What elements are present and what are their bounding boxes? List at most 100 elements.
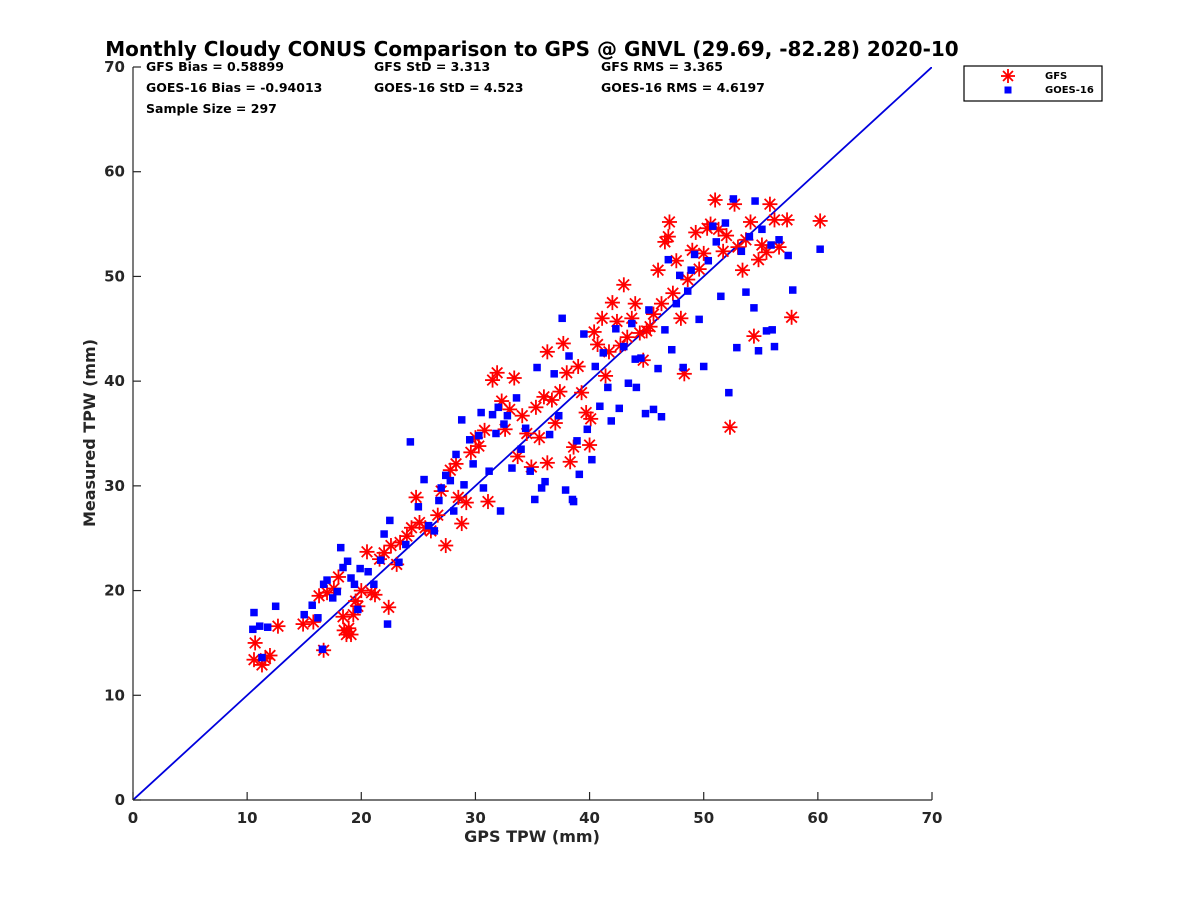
goes16-point (449, 507, 458, 515)
asterisk-stroke (681, 273, 694, 286)
asterisk-stroke (655, 297, 668, 310)
goes16-point (596, 402, 604, 411)
gfs-point (653, 296, 669, 312)
asterisk-stroke (572, 360, 585, 373)
gfs-point (381, 599, 397, 615)
goes16-point (475, 431, 483, 440)
goes16-point (503, 411, 512, 420)
goes16-point (500, 420, 508, 428)
asterisk-stroke (686, 244, 699, 257)
goes16-point (784, 251, 792, 260)
goes16-point (537, 484, 546, 492)
goes16-point (679, 363, 687, 372)
goes16-point (533, 363, 541, 372)
goes16-point (612, 325, 620, 333)
asterisk-stroke (361, 545, 373, 558)
goes16-point (717, 292, 725, 301)
goes16-point (395, 558, 403, 567)
goes16-point (496, 507, 505, 515)
goes16-point (687, 266, 695, 274)
asterisk-stroke (413, 516, 426, 529)
asterisk-stroke (717, 245, 730, 258)
goes16-point (250, 608, 258, 617)
gfs-point (262, 647, 278, 663)
goes16-point (364, 567, 372, 576)
legend-goes16-marker (1004, 86, 1012, 94)
gfs-point (594, 310, 610, 326)
goes16-point (446, 476, 455, 485)
asterisk-stroke (728, 198, 741, 211)
goes16-point (376, 556, 385, 564)
asterisk-stroke (591, 338, 604, 351)
asterisk-stroke (349, 595, 362, 607)
gfs-point (590, 336, 606, 352)
gfs-point (680, 272, 696, 288)
goes16-point (314, 614, 322, 622)
gfs-point (454, 516, 470, 532)
y-axis-label: Measured TPW (mm) (80, 339, 99, 527)
gfs-point (719, 228, 735, 244)
asterisk-stroke (629, 297, 642, 310)
legend-gfs-asterisk (1001, 69, 1015, 83)
gfs-point (367, 587, 383, 603)
goes16-point (675, 271, 684, 280)
goes16-point (402, 540, 410, 549)
goes16-point (568, 495, 577, 504)
gfs-point (688, 224, 704, 240)
gfs-point (766, 212, 782, 228)
goes-std-text: GOES-16 StD = 4.523 (374, 80, 523, 95)
asterisk-stroke (666, 287, 679, 300)
asterisk-stroke (670, 254, 683, 267)
asterisk-stroke (575, 386, 588, 399)
goes16-point (545, 430, 554, 439)
goes16-point (599, 349, 608, 357)
goes16-point (664, 255, 673, 264)
legend-box (963, 65, 1103, 102)
goes16-point (580, 330, 588, 338)
gfs-point (582, 437, 598, 453)
asterisk-stroke (596, 312, 609, 325)
goes16-point (477, 408, 485, 417)
goes16-point (762, 327, 771, 335)
goes16-point (704, 256, 713, 265)
sample-size-text: Sample Size = 297 (146, 101, 277, 116)
asterisk-stroke (755, 239, 768, 251)
gfs-point (578, 405, 594, 421)
asterisk-stroke (464, 446, 477, 459)
asterisk-stroke (264, 649, 276, 662)
asterisk-stroke (583, 439, 596, 451)
gfs-point (506, 370, 522, 386)
y-tick-label: 10 (104, 686, 125, 704)
goes16-point (737, 247, 746, 256)
asterisk-stroke (533, 431, 546, 444)
asterisk-stroke (508, 372, 521, 384)
asterisk-stroke (355, 584, 368, 597)
x-tick-label: 20 (351, 809, 372, 827)
goes16-point (754, 347, 763, 355)
y-tick-label: 0 (115, 791, 125, 809)
goes16-point (632, 383, 641, 392)
gfs-point (619, 329, 635, 345)
y-axis-ticks: 0 10 20 30 40 50 60 70 (104, 58, 141, 809)
goes16-point (465, 436, 474, 444)
asterisk-stroke (1002, 70, 1014, 82)
asterisk-stroke (773, 241, 785, 254)
asterisk-stroke (663, 216, 676, 228)
asterisk-stroke (588, 325, 601, 338)
goes16-point (645, 306, 653, 314)
goes16-point (460, 481, 468, 489)
gfs-point (758, 244, 774, 260)
goes16-point (386, 516, 394, 525)
goes-rms-text: GOES-16 RMS = 4.6197 (601, 80, 765, 95)
asterisk-stroke (633, 327, 646, 339)
goes16-point (767, 241, 775, 249)
series-goes16-points (249, 195, 824, 662)
gfs-point (746, 328, 762, 344)
legend: GFS GOES-16 (963, 65, 1103, 102)
asterisk-stroke (431, 509, 444, 522)
asterisk-stroke (760, 246, 773, 259)
goes16-point (733, 343, 741, 352)
gfs-point (559, 365, 575, 381)
goes16-point (437, 484, 445, 492)
goes16-point (488, 410, 497, 419)
